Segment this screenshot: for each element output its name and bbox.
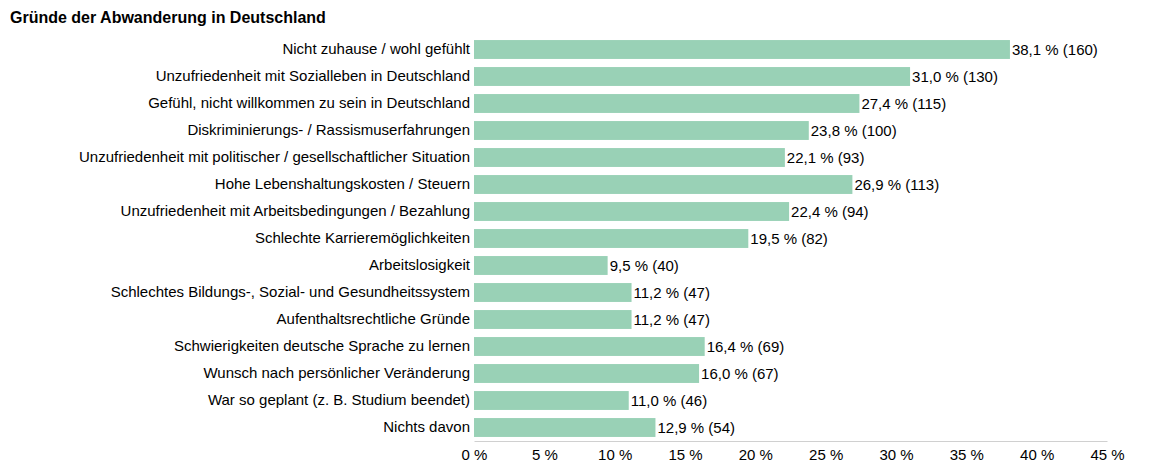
bar bbox=[474, 94, 859, 113]
data-label: 22,4 % (94) bbox=[791, 203, 869, 220]
data-label: 22,1 % (93) bbox=[787, 149, 865, 166]
data-label: 12,9 % (54) bbox=[657, 419, 735, 436]
y-tick-label: Arbeitslosigkeit bbox=[369, 256, 471, 273]
bar bbox=[474, 40, 1010, 59]
y-tick: Aufenthaltsrechtliche Gründe bbox=[277, 310, 474, 327]
x-tick-label: 45 % bbox=[1090, 446, 1124, 463]
data-label: 31,0 % (130) bbox=[912, 68, 998, 85]
y-tick: Schlechte Karrieremöglichkeiten bbox=[255, 229, 474, 246]
y-tick-label: Unzufriedenheit mit Arbeitsbedingungen /… bbox=[121, 202, 470, 219]
bar bbox=[474, 337, 705, 356]
y-tick: Arbeitslosigkeit bbox=[369, 256, 474, 273]
y-tick: Unzufriedenheit mit Sozialleben in Deuts… bbox=[156, 67, 474, 84]
y-axis: Nicht zuhause / wohl gefühlt Unzufriedenh… bbox=[79, 40, 474, 435]
bar bbox=[474, 67, 910, 86]
x-tick: 45 % bbox=[1090, 441, 1124, 463]
data-label: 16,4 % (69) bbox=[707, 338, 785, 355]
y-tick: Nichts davon bbox=[383, 418, 474, 435]
y-tick: War so geplant (z. B. Studium beendet) bbox=[208, 391, 474, 408]
chart: Gründe der Abwanderung in Deutschland 38,… bbox=[0, 0, 1149, 474]
x-tick-label: 25 % bbox=[809, 446, 843, 463]
bar bbox=[474, 202, 789, 221]
bar bbox=[474, 148, 785, 167]
x-axis-line bbox=[475, 441, 1108, 442]
y-tick: Schlechtes Bildungs-, Sozial- und Gesund… bbox=[111, 283, 474, 300]
x-tick: 0 % bbox=[462, 441, 488, 463]
y-tick: Wunsch nach persönlicher Veränderung bbox=[203, 364, 474, 381]
y-tick: Schwierigkeiten deutsche Sprache zu lern… bbox=[174, 337, 474, 354]
y-tick-label: Wunsch nach persönlicher Veränderung bbox=[203, 364, 470, 381]
x-tick: 25 % bbox=[809, 441, 843, 463]
y-tick-label: Nichts davon bbox=[383, 418, 470, 435]
y-tick: Gefühl, nicht willkommen zu sein in Deut… bbox=[148, 94, 474, 111]
x-tick-label: 15 % bbox=[668, 446, 702, 463]
bar bbox=[474, 310, 632, 329]
y-tick-label: Gefühl, nicht willkommen zu sein in Deut… bbox=[148, 94, 470, 111]
x-tick-label: 40 % bbox=[1020, 446, 1054, 463]
data-label: 38,1 % (160) bbox=[1012, 41, 1098, 58]
bar bbox=[474, 121, 809, 140]
y-tick-label: Unzufriedenheit mit politischer / gesell… bbox=[79, 148, 470, 165]
y-tick-label: Diskriminierungs- / Rassismuserfahrungen bbox=[187, 121, 470, 138]
x-tick-label: 20 % bbox=[739, 446, 773, 463]
x-tick: 35 % bbox=[950, 441, 984, 463]
bar bbox=[474, 256, 608, 275]
y-tick: Unzufriedenheit mit Arbeitsbedingungen /… bbox=[121, 202, 474, 219]
title: Gründe der Abwanderung in Deutschland bbox=[10, 9, 326, 26]
x-tick: 10 % bbox=[598, 441, 632, 463]
bar bbox=[474, 175, 852, 194]
bar bbox=[474, 364, 699, 383]
y-tick-label: Unzufriedenheit mit Sozialleben in Deuts… bbox=[156, 67, 470, 84]
plot: 38,1 % (160) 31,0 % (130) 27,4 % (115) 23,8… bbox=[79, 40, 1125, 463]
y-tick-label: Hohe Lebenshaltungskosten / Steuern bbox=[215, 175, 470, 192]
bar bbox=[474, 391, 629, 410]
x-tick-label: 10 % bbox=[598, 446, 632, 463]
data-label: 27,4 % (115) bbox=[861, 95, 946, 112]
data-labels: 38,1 % (160) 31,0 % (130) 27,4 % (115) 23,8… bbox=[610, 41, 1098, 436]
x-tick: 20 % bbox=[739, 441, 773, 463]
y-tick-label: Nicht zuhause / wohl gefühlt bbox=[282, 40, 470, 57]
data-label: 19,5 % (82) bbox=[750, 230, 828, 247]
x-tick: 40 % bbox=[1020, 441, 1054, 463]
x-axis: 0 % 5 % 10 % 15 % 20 % 25 % 30 % 35 % 40 % 45 % bbox=[462, 441, 1125, 463]
x-tick-label: 30 % bbox=[879, 446, 913, 463]
bar bbox=[474, 229, 748, 248]
x-tick-label: 0 % bbox=[462, 446, 488, 463]
bar bbox=[474, 418, 655, 437]
bar bbox=[474, 283, 632, 302]
data-label: 11,0 % (46) bbox=[631, 392, 707, 409]
y-tick-label: Schlechte Karrieremöglichkeiten bbox=[255, 229, 470, 246]
data-label: 26,9 % (113) bbox=[854, 176, 939, 193]
y-tick: Hohe Lebenshaltungskosten / Steuern bbox=[215, 175, 474, 192]
y-tick: Unzufriedenheit mit politischer / gesell… bbox=[79, 148, 474, 165]
y-tick-label: Schwierigkeiten deutsche Sprache zu lern… bbox=[174, 337, 470, 354]
data-label: 11,2 % (47) bbox=[634, 284, 710, 301]
data-label: 23,8 % (100) bbox=[811, 122, 897, 139]
y-tick-label: Aufenthaltsrechtliche Gründe bbox=[277, 310, 470, 327]
x-tick-label: 35 % bbox=[950, 446, 984, 463]
data-label: 11,2 % (47) bbox=[634, 311, 710, 328]
y-tick: Diskriminierungs- / Rassismuserfahrungen bbox=[187, 121, 474, 138]
x-tick-label: 5 % bbox=[532, 446, 558, 463]
y-tick-label: War so geplant (z. B. Studium beendet) bbox=[208, 391, 470, 408]
bars bbox=[474, 40, 1010, 437]
x-tick: 30 % bbox=[879, 441, 913, 463]
data-label: 16,0 % (67) bbox=[701, 365, 779, 382]
x-tick: 5 % bbox=[532, 441, 558, 463]
y-tick: Nicht zuhause / wohl gefühlt bbox=[282, 40, 474, 57]
data-label: 9,5 % (40) bbox=[610, 257, 679, 274]
x-tick: 15 % bbox=[668, 441, 702, 463]
y-tick-label: Schlechtes Bildungs-, Sozial- und Gesund… bbox=[111, 283, 470, 300]
